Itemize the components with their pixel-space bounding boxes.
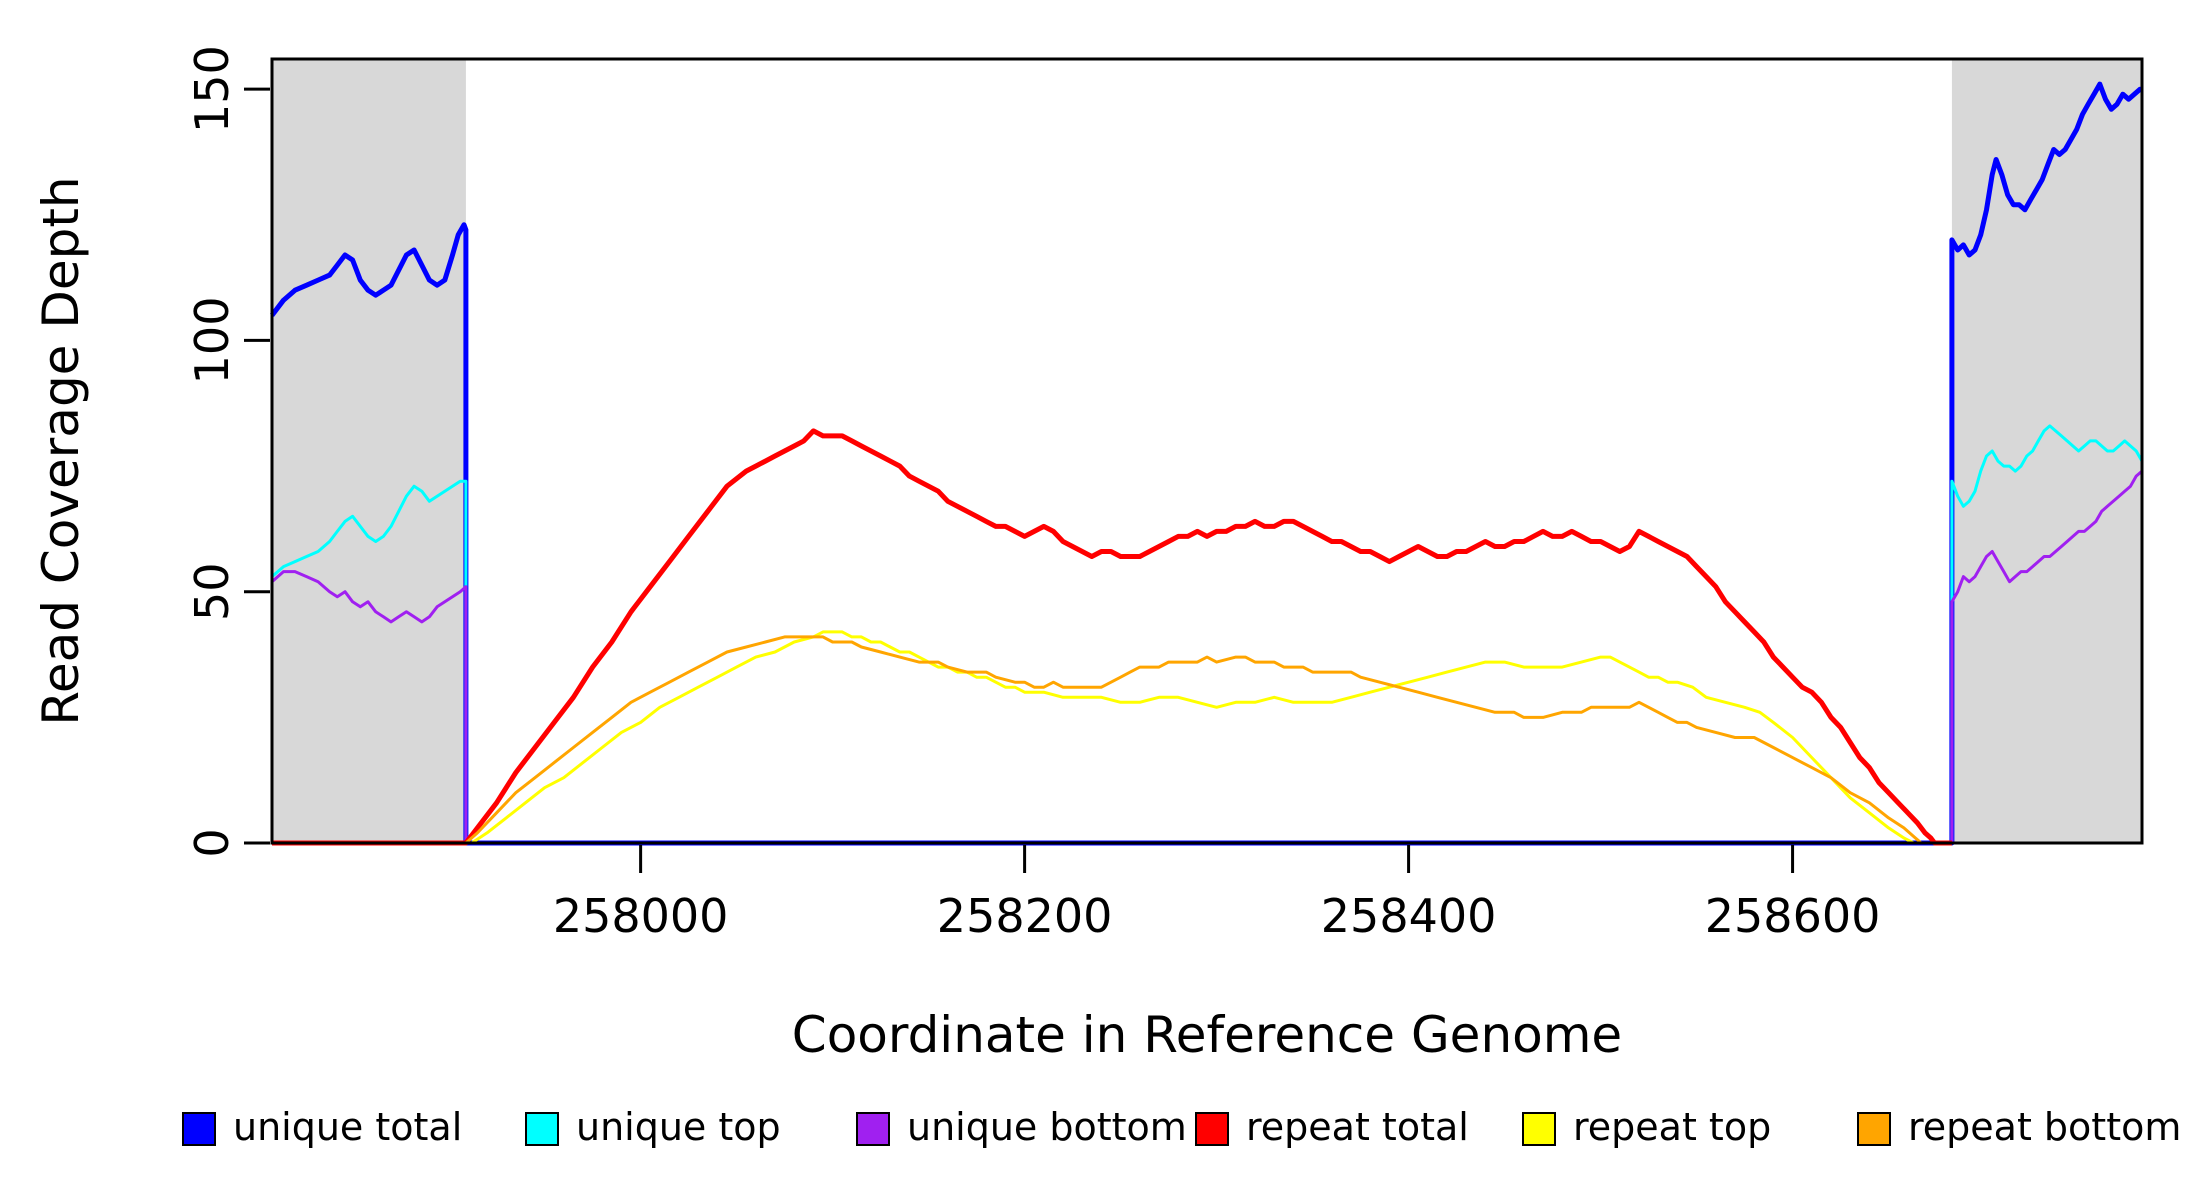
legend-label: unique top bbox=[576, 1105, 781, 1149]
legend-label: unique bottom bbox=[907, 1105, 1187, 1149]
legend-label: repeat top bbox=[1573, 1105, 1771, 1149]
legend-item-repeat-total: repeat total bbox=[1195, 1105, 1469, 1149]
plot-border bbox=[270, 57, 2144, 845]
series-unique-top bbox=[271, 424, 2144, 845]
legend-swatch bbox=[525, 1112, 559, 1146]
y-axis-title: Read Coverage Depth bbox=[32, 176, 90, 725]
legend-item-unique-total: unique total bbox=[182, 1105, 462, 1149]
legend-item-unique-top: unique top bbox=[525, 1105, 781, 1149]
legend-swatch bbox=[1857, 1112, 1891, 1146]
legend-item-repeat-top: repeat top bbox=[1522, 1105, 1771, 1149]
left-gray-region bbox=[272, 59, 466, 843]
legend-label: repeat total bbox=[1246, 1105, 1469, 1149]
legend-swatch bbox=[182, 1112, 216, 1146]
y-tick-label: 50 bbox=[185, 562, 239, 621]
x-tick-label: 258600 bbox=[1705, 889, 1881, 943]
x-axis-title: Coordinate in Reference Genome bbox=[792, 1006, 1622, 1064]
x-tick-label: 258200 bbox=[937, 889, 1113, 943]
series-unique-total bbox=[270, 81, 2143, 846]
legend-label: unique total bbox=[233, 1105, 462, 1149]
series-unique-bottom bbox=[271, 469, 2143, 845]
x-tick-label: 258000 bbox=[553, 889, 729, 943]
legend-swatch bbox=[1195, 1112, 1229, 1146]
y-tick-label: 0 bbox=[185, 828, 239, 857]
series-repeat-top bbox=[272, 630, 1952, 845]
series-repeat-bottom bbox=[272, 635, 2142, 845]
series-repeat-total bbox=[272, 428, 1952, 846]
legend-swatch bbox=[1522, 1112, 1556, 1146]
legend-item-repeat-bottom: repeat bottom bbox=[1857, 1105, 2181, 1149]
legend-swatch bbox=[856, 1112, 890, 1146]
legend-item-unique-bottom: unique bottom bbox=[856, 1105, 1187, 1149]
y-tick-label: 100 bbox=[185, 297, 239, 385]
legend-label: repeat bottom bbox=[1908, 1105, 2181, 1149]
y-tick-label: 150 bbox=[185, 45, 239, 133]
x-tick-label: 258400 bbox=[1321, 889, 1497, 943]
